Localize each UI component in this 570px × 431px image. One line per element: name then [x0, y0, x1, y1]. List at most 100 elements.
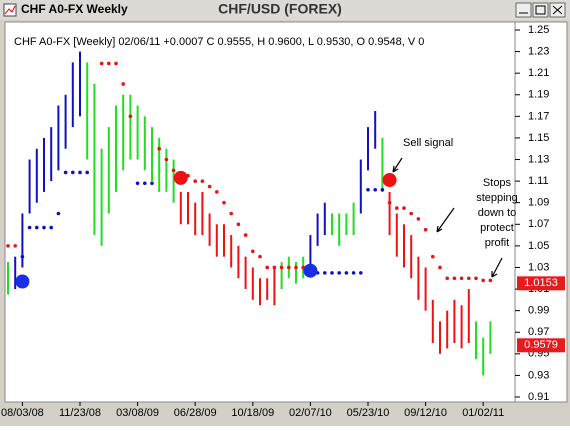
- stop-dot: [135, 181, 140, 186]
- y-tick-label: 1.03: [528, 261, 549, 273]
- app-icon-line: [4, 5, 16, 15]
- y-tick-label: 1.19: [528, 89, 549, 101]
- stop-dot: [143, 181, 147, 186]
- y-tick-label: 1.11: [528, 175, 549, 187]
- stop-dot: [236, 222, 241, 227]
- x-tick-label: 01/02/11: [462, 407, 504, 419]
- stop-dot: [56, 211, 61, 216]
- stop-dot: [474, 276, 478, 281]
- stop-dot: [438, 265, 442, 270]
- stop-dot: [279, 265, 284, 270]
- stop-dot: [265, 265, 270, 270]
- stop-dot: [452, 276, 457, 281]
- marks: [6, 51, 493, 376]
- stop-dot: [373, 187, 378, 192]
- stop-dot: [459, 276, 464, 281]
- stop-dot: [359, 271, 363, 275]
- stop-dot: [380, 187, 385, 192]
- stop-dot: [488, 278, 493, 283]
- y-tick-label: 1.15: [528, 132, 549, 144]
- stop-dot: [85, 170, 89, 175]
- button-max[interactable]: [532, 2, 549, 18]
- price-box-label: 0.9579: [524, 339, 558, 351]
- y-tick-label: 0.93: [528, 369, 549, 381]
- stop-dot: [49, 225, 53, 230]
- annotation: Stops: [483, 177, 512, 189]
- y-tick-label: 0.97: [528, 326, 549, 338]
- y-tick-label: 1.05: [528, 240, 549, 252]
- stop-dot: [409, 211, 414, 216]
- stop-dot: [164, 157, 169, 162]
- x-tick-label: 05/23/10: [347, 407, 390, 419]
- y-tick-label: 1.07: [528, 218, 549, 230]
- x-tick-label: 02/07/10: [289, 407, 332, 419]
- stop-dot: [215, 190, 219, 194]
- y-tick-label: 0.99: [528, 305, 549, 317]
- stop-dot: [222, 200, 226, 205]
- window-title: CHF A0-FX Weekly: [21, 2, 128, 16]
- y-tick-label: 1.09: [528, 197, 549, 209]
- stop-dot: [344, 271, 349, 275]
- stop-dot: [78, 170, 82, 175]
- stop-dot: [20, 254, 25, 259]
- price-box: [517, 338, 565, 353]
- stop-dot: [157, 146, 161, 151]
- stop-dot: [229, 211, 233, 216]
- stop-dot: [251, 249, 255, 254]
- subtitle: CHF A0-FX [Weekly] 02/06/11 +0.0007 C 0.…: [14, 36, 424, 48]
- stop-dot: [330, 271, 334, 275]
- button-min[interactable]: [515, 2, 532, 18]
- plot-area: [4, 21, 516, 403]
- chart-title: CHF/USD (FOREX): [218, 1, 342, 17]
- stop-dot: [243, 233, 248, 237]
- stop-dot: [337, 271, 342, 275]
- annotation: stepping: [476, 192, 518, 204]
- x-tick-label: 11/23/08: [59, 407, 101, 419]
- stop-dot: [467, 276, 471, 281]
- stop-dot: [42, 225, 46, 230]
- y-tick-label: 0.91: [528, 391, 549, 403]
- stop-dot: [402, 206, 406, 210]
- stop-dot: [171, 168, 176, 173]
- y-tick-label: 1.13: [528, 153, 549, 165]
- annotation: down to: [478, 207, 517, 219]
- stop-dot: [128, 114, 133, 119]
- annotation: Sell signal: [403, 137, 453, 149]
- annotation: protect: [480, 222, 514, 234]
- stop-dot: [287, 265, 291, 270]
- stop-dot: [323, 271, 327, 275]
- y-tick-label: 1.23: [528, 45, 549, 57]
- stop-dot: [445, 276, 450, 281]
- stop-dot: [121, 82, 125, 86]
- stop-dot: [207, 184, 212, 189]
- y-tick-label: 1.21: [528, 67, 549, 79]
- stop-dot: [6, 244, 10, 248]
- price-box: [517, 276, 565, 291]
- stop-dot: [107, 61, 111, 66]
- stop-dot: [99, 61, 104, 66]
- annotation-arrows: [392, 157, 503, 278]
- stop-dot: [71, 170, 75, 175]
- stop-dot: [416, 217, 421, 221]
- stop-dot: [431, 254, 435, 259]
- stop-dot: [423, 227, 428, 232]
- price-box-label: 1.0153: [524, 277, 558, 289]
- x-tick-label: 10/18/09: [231, 407, 274, 419]
- stop-dot: [13, 244, 17, 248]
- x-tick-label: 08/03/08: [1, 407, 44, 419]
- signal: [15, 274, 30, 289]
- stop-dot: [351, 271, 356, 275]
- stop-dot: [272, 265, 277, 270]
- signal: [303, 263, 318, 278]
- stop-dot: [27, 225, 32, 230]
- title-bar: [0, 0, 570, 20]
- y-tick-label: 1.17: [528, 110, 549, 122]
- y-tick-label: 1.25: [528, 24, 549, 36]
- stop-dot: [193, 179, 197, 183]
- stop-dot: [481, 278, 486, 283]
- stop-dot: [395, 206, 399, 210]
- stop-dot: [114, 61, 118, 66]
- stop-dot: [150, 181, 154, 186]
